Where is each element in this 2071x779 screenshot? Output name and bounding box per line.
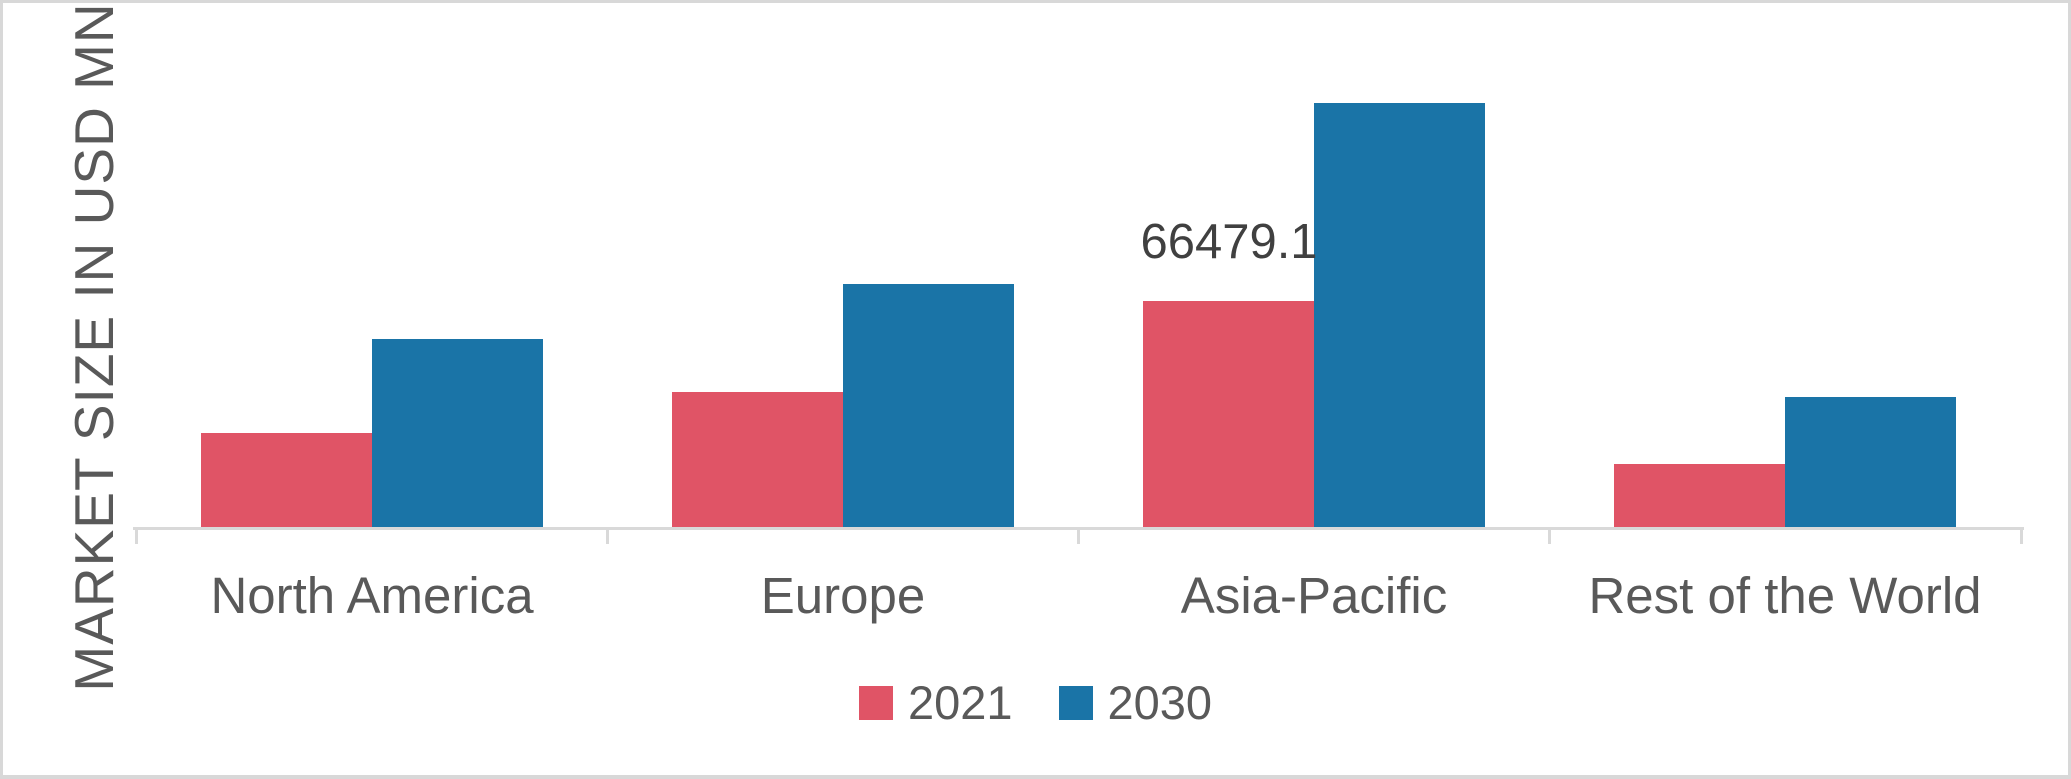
x-axis-tick bbox=[1077, 527, 1080, 544]
x-axis-label-north-america: North America bbox=[210, 567, 534, 624]
plot-area: 66479.1 bbox=[3, 3, 2068, 775]
x-axis-tick bbox=[1548, 527, 1551, 544]
legend: 2021 2030 bbox=[3, 679, 2068, 726]
x-axis-label-rest-of-world: Rest of the World bbox=[1588, 567, 1982, 624]
legend-swatch-2030 bbox=[1058, 685, 1093, 720]
x-axis-tick bbox=[606, 527, 609, 544]
x-axis-label-asia-pacific: Asia-Pacific bbox=[1180, 567, 1448, 624]
legend-label-2030: 2030 bbox=[1107, 676, 1213, 729]
x-axis-label-europe: Europe bbox=[760, 567, 926, 624]
bar-2030-north-america bbox=[372, 339, 543, 529]
bar-2030-rest-of-the-world bbox=[1785, 397, 1956, 529]
bar-value-label: 66479.1 bbox=[1140, 215, 1318, 270]
bar-2021-north-america bbox=[201, 433, 372, 529]
legend-swatch-2021 bbox=[858, 685, 893, 720]
x-axis-tick bbox=[135, 527, 138, 544]
x-axis-tick bbox=[2020, 527, 2023, 544]
legend-item-2021: 2021 bbox=[858, 676, 1013, 729]
bar-2030-asia-pacific bbox=[1314, 103, 1485, 529]
legend-item-2030: 2030 bbox=[1058, 676, 1213, 729]
bar-2021-europe bbox=[672, 392, 843, 529]
bar-2030-europe bbox=[843, 284, 1014, 529]
bar-2021-asia-pacific bbox=[1143, 301, 1314, 529]
bar-2021-rest-of-the-world bbox=[1614, 464, 1785, 529]
legend-label-2021: 2021 bbox=[907, 676, 1013, 729]
